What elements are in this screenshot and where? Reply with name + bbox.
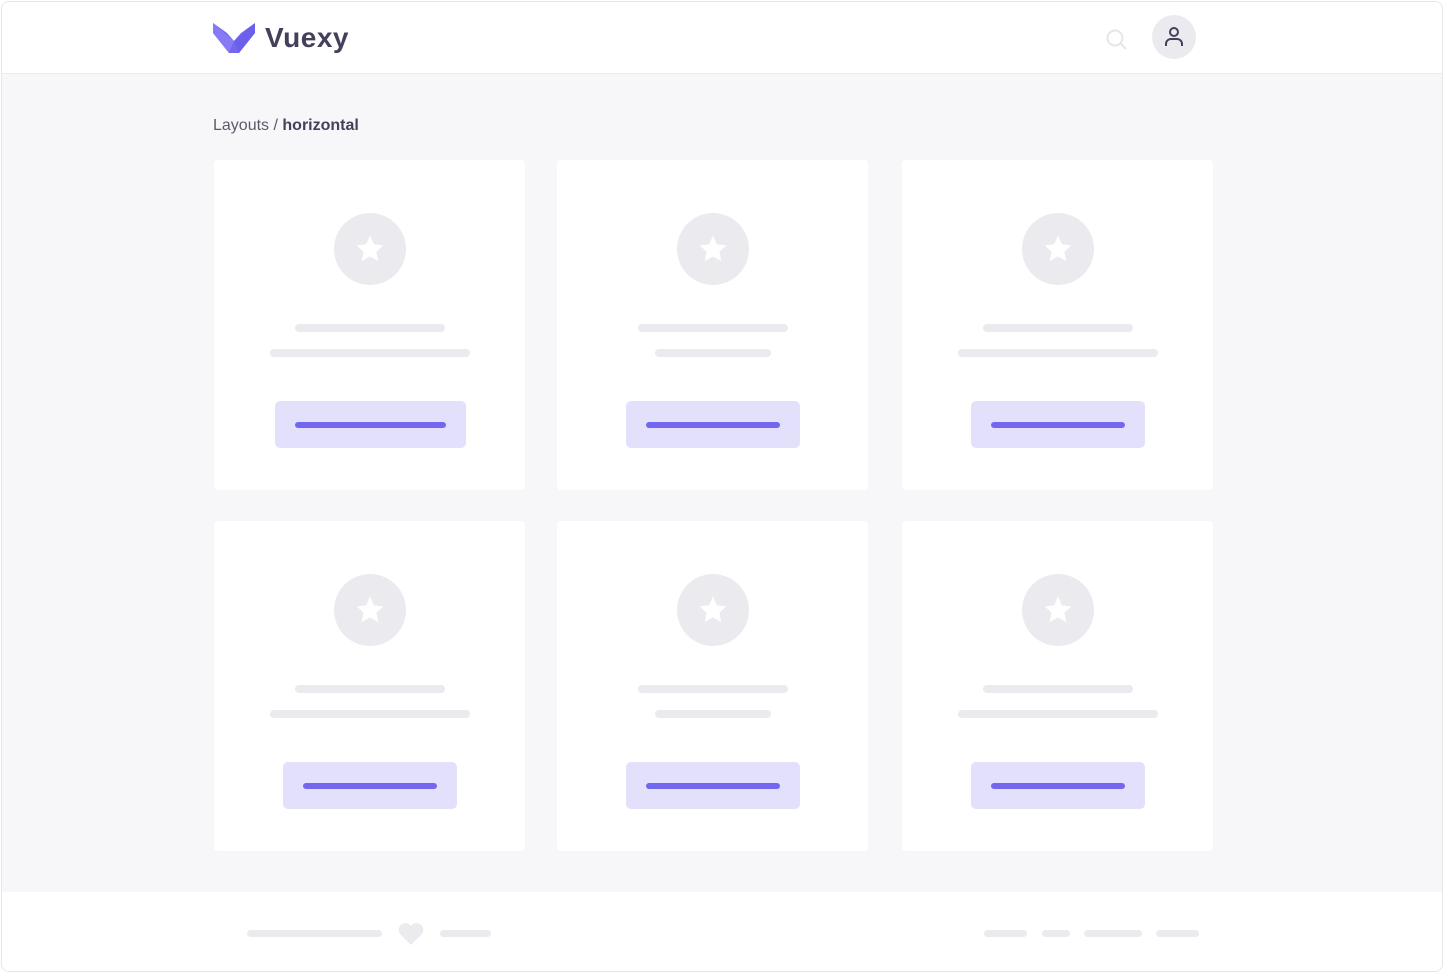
footer-link[interactable] — [1042, 930, 1070, 937]
placeholder-card — [214, 521, 525, 851]
card-icon-circle — [1021, 213, 1094, 285]
footer — [2, 892, 1442, 971]
footer-link[interactable] — [984, 930, 1027, 937]
star-icon — [356, 596, 383, 623]
card-text-placeholder — [654, 710, 771, 718]
placeholder-card — [557, 521, 868, 851]
card-icon-circle — [333, 574, 406, 646]
card-button[interactable] — [282, 762, 457, 809]
card-button[interactable] — [625, 762, 800, 809]
breadcrumb-current: horizontal — [282, 117, 359, 134]
card-button[interactable] — [970, 401, 1145, 448]
breadcrumb-separator: / — [269, 117, 283, 134]
card-title-placeholder — [982, 324, 1133, 332]
card-text-placeholder — [269, 710, 470, 718]
heart-icon — [398, 923, 424, 945]
card-button-label-placeholder — [645, 783, 780, 789]
card-button[interactable] — [970, 762, 1145, 809]
search-icon[interactable] — [1105, 28, 1129, 57]
star-icon — [1044, 596, 1071, 623]
star-icon — [699, 235, 726, 262]
vuexy-logo[interactable] — [213, 23, 255, 53]
star-icon — [1044, 235, 1071, 262]
user-avatar[interactable] — [1152, 15, 1196, 59]
star-icon — [699, 596, 726, 623]
footer-link[interactable] — [1084, 930, 1142, 937]
card-text-placeholder — [269, 349, 470, 357]
card-title-placeholder — [294, 685, 445, 693]
card-title-placeholder — [294, 324, 445, 332]
star-icon — [356, 235, 383, 262]
placeholder-card — [557, 160, 868, 490]
card-icon-circle — [676, 574, 749, 646]
card-button-label-placeholder — [645, 422, 780, 428]
card-button-label-placeholder — [302, 783, 437, 789]
placeholder-card — [902, 160, 1213, 490]
card-icon-circle — [1021, 574, 1094, 646]
card-button-label-placeholder — [294, 422, 446, 428]
breadcrumb: Layouts / horizontal — [213, 117, 359, 135]
card-icon-circle — [333, 213, 406, 285]
card-text-placeholder — [957, 349, 1158, 357]
card-button[interactable] — [625, 401, 800, 448]
footer-placeholder — [440, 930, 491, 937]
card-title-placeholder — [637, 685, 788, 693]
brand-name[interactable]: Vuexy — [265, 22, 349, 53]
placeholder-card — [214, 160, 525, 490]
card-button-label-placeholder — [990, 783, 1125, 789]
card-button-label-placeholder — [990, 422, 1125, 428]
breadcrumb-parent[interactable]: Layouts — [213, 117, 270, 134]
footer-placeholder — [247, 930, 382, 937]
card-button[interactable] — [274, 401, 466, 448]
card-text-placeholder — [654, 349, 771, 357]
top-navbar: Vuexy — [2, 2, 1442, 74]
card-title-placeholder — [637, 324, 788, 332]
card-icon-circle — [676, 213, 749, 285]
card-text-placeholder — [957, 710, 1158, 718]
user-icon — [1165, 27, 1183, 46]
card-title-placeholder — [982, 685, 1133, 693]
footer-link[interactable] — [1156, 930, 1199, 937]
placeholder-card — [902, 521, 1213, 851]
